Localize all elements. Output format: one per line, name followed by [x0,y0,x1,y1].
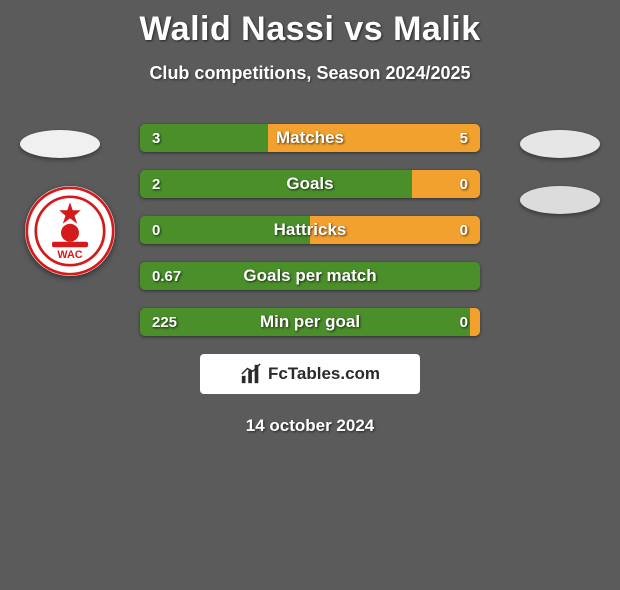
left-value: 0.67 [152,262,181,290]
bar-right-segment [268,124,481,152]
bar-left-segment [140,170,412,198]
bar-track [140,170,480,198]
stat-row: Hattricks00 [140,216,480,244]
left-value: 2 [152,170,160,198]
bar-right-segment [310,216,480,244]
bar-left-segment [140,216,310,244]
bar-chart-icon [240,363,262,385]
stat-row: Min per goal2250 [140,308,480,336]
bar-track [140,124,480,152]
stat-row: Goals per match0.67 [140,262,480,290]
right-value: 5 [460,124,468,152]
bar-right-segment [412,170,480,198]
right-value: 0 [460,216,468,244]
right-value: 0 [460,170,468,198]
page-title: Walid Nassi vs Malik [0,10,620,49]
bar-track [140,308,480,336]
brand-label: FcTables.com [268,364,380,384]
stat-row: Matches35 [140,124,480,152]
bar-track [140,216,480,244]
footer-date: 14 october 2024 [0,416,620,436]
bar-track [140,262,480,290]
subtitle: Club competitions, Season 2024/2025 [0,63,620,84]
left-value: 225 [152,308,177,336]
right-value: 0 [460,308,468,336]
comparison-bars: Matches35Goals20Hattricks00Goals per mat… [0,124,620,336]
brand-footer[interactable]: FcTables.com [200,354,420,394]
bar-right-segment [470,308,480,336]
left-value: 0 [152,216,160,244]
bar-left-segment [140,262,480,290]
stat-row: Goals20 [140,170,480,198]
bar-left-segment [140,308,470,336]
left-value: 3 [152,124,160,152]
